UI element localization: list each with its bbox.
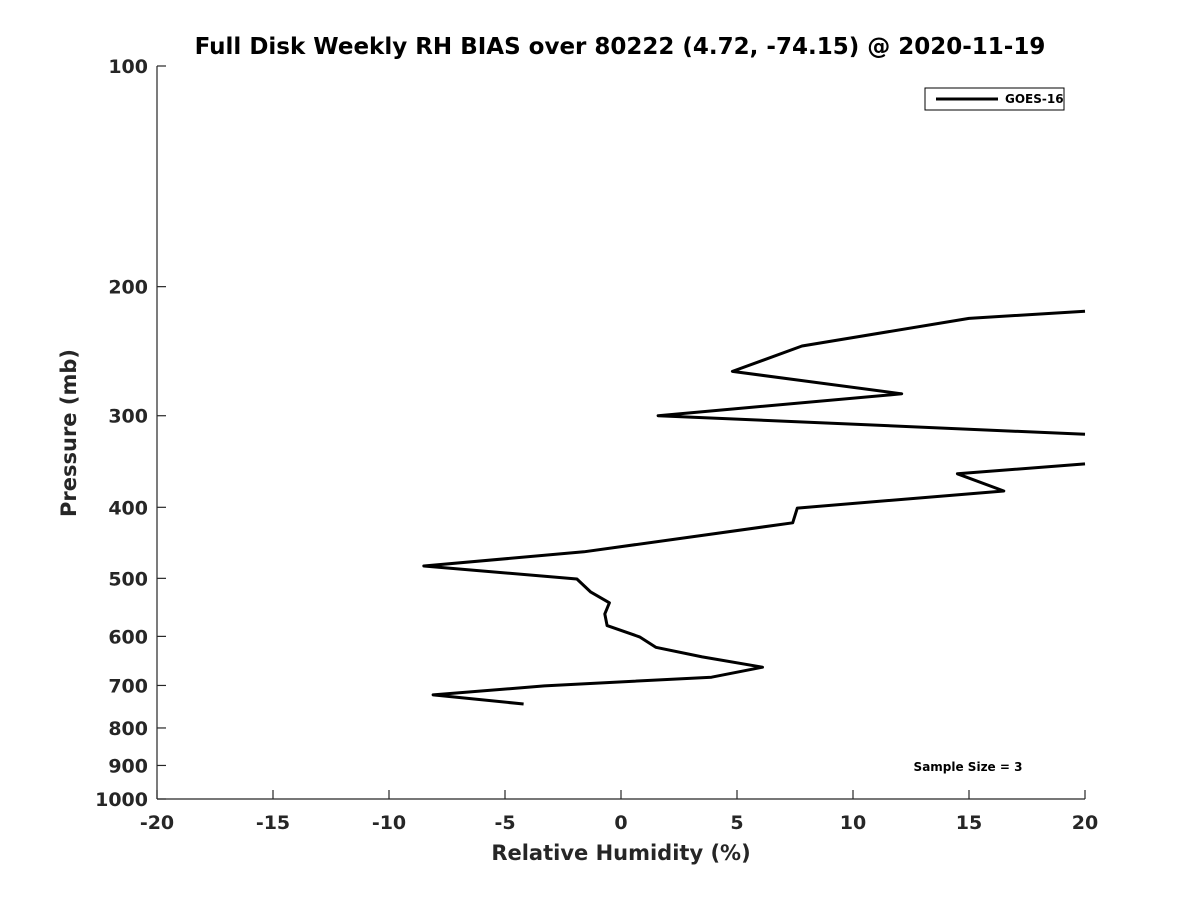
y-tick-label: 200 [108, 277, 148, 299]
sample-size-annotation: Sample Size = 3 [914, 760, 1023, 774]
y-tick-label: 600 [108, 626, 148, 648]
x-tick-label: -15 [256, 812, 290, 834]
y-tick-label: 700 [108, 675, 148, 697]
y-tick-label: 800 [108, 718, 148, 740]
series-lines [424, 311, 1085, 704]
x-axis-ticks: -20 -15 -10 -5 0 5 10 15 20 [140, 790, 1098, 834]
x-tick-label: 20 [1072, 812, 1098, 834]
y-axis-ticks: 100 200 300 400 500 600 700 800 900 1000 [95, 56, 166, 811]
series-line-goes-16 [424, 464, 1085, 704]
axes [157, 66, 1085, 799]
x-tick-label: 15 [956, 812, 982, 834]
x-tick-label: 10 [840, 812, 866, 834]
y-tick-label: 500 [108, 568, 148, 590]
y-tick-label: 900 [108, 755, 148, 777]
legend-entry-goes-16: GOES-16 [1005, 92, 1064, 106]
x-tick-label: -20 [140, 812, 174, 834]
y-axis-label: Pressure (mb) [57, 349, 81, 517]
x-axis-label: Relative Humidity (%) [491, 841, 750, 865]
x-tick-label: -5 [494, 812, 515, 834]
legend: GOES-16 [925, 88, 1064, 110]
y-tick-label: 1000 [95, 789, 148, 811]
chart-title: Full Disk Weekly RH BIAS over 80222 (4.7… [195, 34, 1046, 60]
y-tick-label: 100 [108, 56, 148, 78]
x-tick-label: 5 [730, 812, 743, 834]
x-tick-label: -10 [372, 812, 406, 834]
y-tick-label: 400 [108, 497, 148, 519]
y-tick-label: 300 [108, 406, 148, 428]
x-tick-label: 0 [614, 812, 627, 834]
series-line-goes-16 [658, 311, 1085, 434]
